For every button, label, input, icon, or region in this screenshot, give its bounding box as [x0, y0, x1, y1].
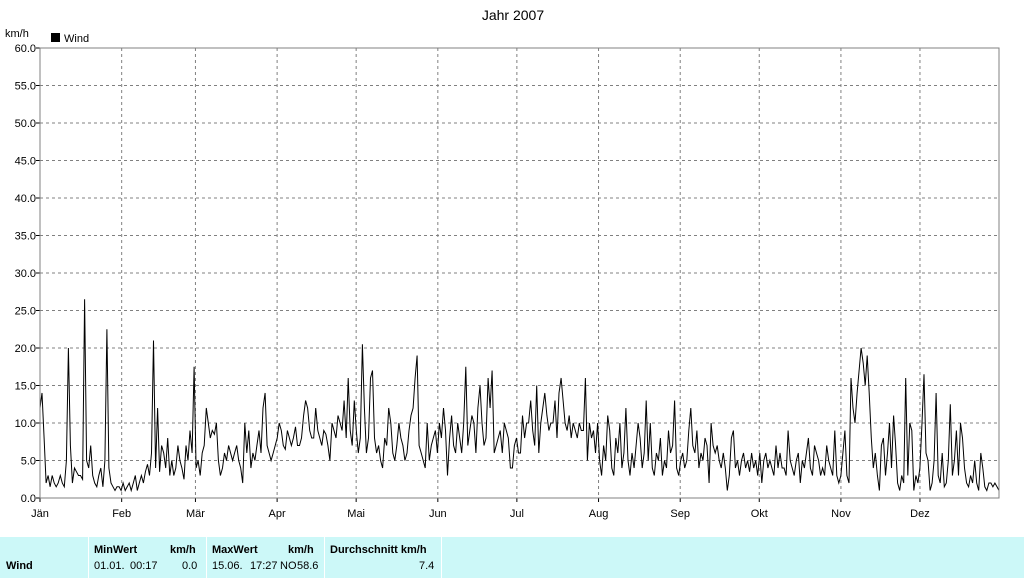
- x-tick-label: Sep: [670, 508, 690, 520]
- max-direction: NO: [280, 560, 297, 572]
- max-header: MaxWert: [212, 544, 258, 556]
- max-time: 17:27: [250, 560, 278, 572]
- avg-header: Durchschnitt km/h: [330, 544, 427, 556]
- legend-swatch: [51, 33, 60, 42]
- y-tick-label: 25.0: [15, 306, 36, 318]
- min-value: 0.0: [182, 560, 198, 572]
- x-tick-label: Nov: [831, 508, 851, 520]
- y-tick-label: 30.0: [15, 268, 36, 280]
- min-unit: km/h: [170, 544, 196, 556]
- series-layer: [39, 299, 1000, 493]
- min-time: 00:17: [130, 560, 158, 572]
- x-tick-label: Feb: [112, 508, 131, 520]
- stats-divider: [88, 537, 89, 578]
- statistics-bar: Wind MinWert km/h 01.01. 00:17 0.0 MaxWe…: [0, 537, 1024, 578]
- series-line-wind: [39, 299, 1000, 493]
- y-tick-label: 50.0: [15, 118, 36, 130]
- y-tick-label: 60.0: [15, 43, 36, 55]
- x-tick-label: Jul: [510, 508, 524, 520]
- wind-chart: Jahr 2007 km/h Wind 0.0 5.0 10.0 15.0 20.0 25…: [5, 7, 1000, 520]
- x-tick-label: Jän: [31, 508, 49, 520]
- x-tick-label: Jun: [429, 508, 447, 520]
- chart-title: Jahr 2007: [482, 7, 544, 23]
- plot-frame: [39, 47, 1000, 499]
- y-axis-unit: km/h: [5, 28, 29, 40]
- max-date: 15.06.: [212, 560, 243, 572]
- avg-value: 7.4: [419, 560, 435, 572]
- y-tick-label: 20.0: [15, 343, 36, 355]
- x-tick-label: Mär: [186, 508, 205, 520]
- x-axis: Jän Feb Mär Apr Mai Jun Jul Aug Sep Okt Nov Dez: [31, 498, 930, 520]
- y-axis: 0.0 5.0 10.0 15.0 20.0 25.0 30.0 35.0 40.0 45.0 50…: [15, 43, 40, 505]
- y-tick-label: 10.0: [15, 418, 36, 430]
- x-tick-label: Apr: [269, 508, 286, 520]
- y-tick-label: 35.0: [15, 231, 36, 243]
- grid-lines: [40, 48, 999, 498]
- stats-row-label: Wind: [6, 560, 33, 572]
- y-tick-label: 15.0: [15, 381, 36, 393]
- y-tick-label: 45.0: [15, 156, 36, 168]
- y-tick-label: 0.0: [21, 493, 36, 505]
- x-tick-label: Okt: [751, 508, 768, 520]
- x-tick-label: Dez: [910, 508, 930, 520]
- min-header: MinWert: [94, 544, 138, 556]
- stats-divider: [441, 537, 442, 578]
- max-unit: km/h: [288, 544, 314, 556]
- max-value: 58.6: [297, 560, 319, 572]
- stats-divider: [324, 537, 325, 578]
- legend-label: Wind: [64, 33, 89, 45]
- stats-divider: [206, 537, 207, 578]
- y-tick-label: 5.0: [21, 456, 36, 468]
- x-tick-label: Aug: [589, 508, 609, 520]
- min-date: 01.01.: [94, 560, 125, 572]
- y-tick-label: 40.0: [15, 193, 36, 205]
- x-tick-label: Mai: [347, 508, 365, 520]
- y-tick-label: 55.0: [15, 81, 36, 93]
